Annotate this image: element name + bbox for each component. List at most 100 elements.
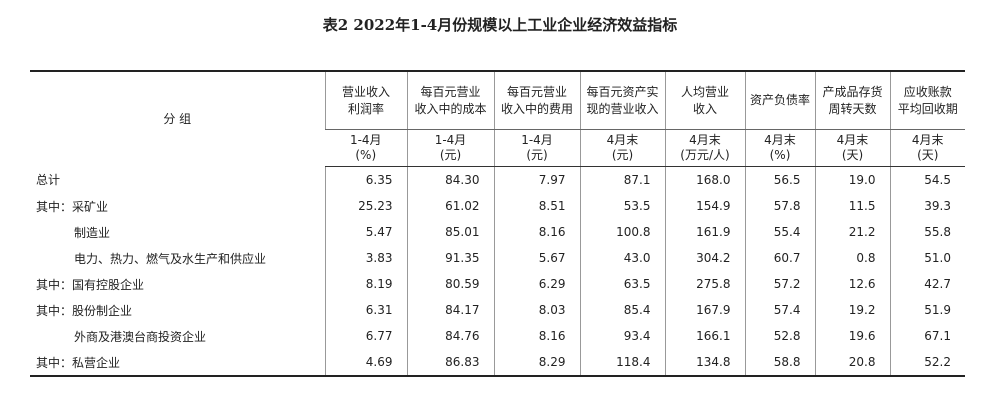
- unit-line: (%): [355, 148, 377, 162]
- unit-line: 1-4月: [434, 133, 467, 147]
- cell-value: 85.4: [579, 297, 665, 323]
- cell-value: 52.8: [744, 323, 815, 349]
- cell-value: 55.8: [889, 219, 965, 245]
- cell-value: 8.29: [493, 349, 580, 376]
- header-line: 收入: [692, 101, 717, 116]
- unit-line: (元): [439, 148, 462, 162]
- cell-value: 80.59: [406, 271, 494, 297]
- cell-value: 7.97: [493, 166, 580, 193]
- column-header: 产成品存货 周转天数: [814, 71, 890, 130]
- column-header: 每百元资产实 现的营业收入: [579, 71, 665, 130]
- table-title: 表2 2022年1-4月份规模以上工业企业经济效益指标: [322, 16, 678, 34]
- unit-line: 4月末: [764, 133, 796, 147]
- cell-value: 54.5: [889, 166, 965, 193]
- cell-value: 12.6: [814, 271, 890, 297]
- group-header: 分 组: [163, 111, 192, 126]
- header-line: 平均回收期: [897, 101, 958, 116]
- cell-value: 6.77: [324, 323, 407, 349]
- column-header: 营业收入 利润率: [324, 71, 407, 130]
- column-unit: 4月末 (天): [889, 129, 965, 167]
- cell-value: 91.35: [406, 245, 494, 271]
- cell-value: 5.47: [324, 219, 407, 245]
- header-line: 每百元资产实: [586, 84, 659, 99]
- header-line: 周转天数: [828, 101, 877, 116]
- cell-value: 11.5: [814, 193, 890, 219]
- header-line: 产成品存货: [822, 84, 883, 99]
- row-label: 其中：股份制企业: [36, 303, 133, 318]
- cell-value: 93.4: [579, 323, 665, 349]
- unit-line: 4月末: [836, 133, 869, 147]
- column-unit: 1-4月 (%): [325, 129, 407, 167]
- table-row: 其中：采矿业 25.23 61.02 8.51 53.5 154.9 57.8 11.5 39.…: [30, 193, 965, 219]
- cell-value: 57.8: [744, 193, 815, 219]
- column-header: 每百元营业 收入中的费用: [493, 71, 580, 130]
- cell-value: 0.8: [814, 245, 890, 271]
- column-unit: 4月末 (元): [579, 129, 665, 167]
- cell-value: 6.31: [324, 297, 407, 323]
- cell-value: 3.83: [324, 245, 407, 271]
- cell-value: 161.9: [664, 219, 745, 245]
- header-line: 人均营业: [680, 84, 729, 99]
- cell-value: 21.2: [814, 219, 890, 245]
- data-table: 分 组营业收入 利润率 每百元营业 收入中的成本 每百元营业 收入中的费用 每百元资产实 现的…: [30, 70, 965, 377]
- header-line: 每百元营业: [420, 84, 481, 99]
- header-line: 收入中的费用: [500, 101, 573, 116]
- header-line: 现的营业收入: [586, 101, 659, 116]
- unit-line: 4月末: [606, 133, 639, 147]
- cell-value: 275.8: [664, 271, 745, 297]
- cell-value: 19.2: [814, 297, 890, 323]
- row-label: 外商及港澳台商投资企业: [74, 329, 207, 344]
- cell-value: 58.8: [744, 349, 815, 376]
- cell-value: 166.1: [664, 323, 745, 349]
- cell-value: 84.17: [406, 297, 494, 323]
- cell-value: 51.0: [889, 245, 965, 271]
- cell-value: 42.7: [889, 271, 965, 297]
- cell-value: 86.83: [406, 349, 494, 376]
- cell-value: 43.0: [579, 245, 665, 271]
- header-line: 营业收入: [341, 84, 390, 99]
- cell-value: 8.16: [493, 219, 580, 245]
- unit-line: (元): [526, 148, 548, 162]
- table-row: 其中：股份制企业 6.31 84.17 8.03 85.4 167.9 57.4 19.2 51…: [30, 297, 965, 323]
- column-header: 资产负债率: [744, 71, 815, 130]
- unit-line: 1-4月: [349, 133, 382, 147]
- cell-value: 4.69: [324, 349, 407, 376]
- cell-value: 52.2: [889, 349, 965, 376]
- column-header: 应收账款 平均回收期: [889, 71, 965, 130]
- header-line: 利润率: [347, 101, 384, 116]
- cell-value: 63.5: [579, 271, 665, 297]
- cell-value: 87.1: [579, 166, 665, 193]
- cell-value: 8.03: [493, 297, 580, 323]
- cell-value: 6.29: [493, 271, 580, 297]
- table-row: 其中：私营企业 4.69 86.83 8.29 118.4 134.8 58.8 20.8 52…: [30, 349, 965, 376]
- row-label: 其中：私营企业: [36, 355, 121, 370]
- cell-value: 168.0: [664, 166, 745, 193]
- row-label: 其中：采矿业: [36, 199, 109, 214]
- column-header: 每百元营业收入中的成本: [406, 71, 494, 130]
- header-line: 资产负债率: [749, 93, 810, 107]
- row-label: 其中：国有控股企业: [36, 277, 145, 292]
- cell-value: 51.9: [889, 297, 965, 323]
- cell-value: 304.2: [664, 245, 745, 271]
- cell-value: 5.67: [493, 245, 580, 271]
- cell-value: 100.8: [579, 219, 665, 245]
- unit-line: (天): [841, 148, 864, 162]
- row-label: 电力、热力、燃气及水生产和供应业: [74, 251, 267, 266]
- row-label: 制造业: [74, 225, 111, 240]
- cell-value: 19.6: [814, 323, 890, 349]
- cell-value: 8.19: [324, 271, 407, 297]
- cell-value: 61.02: [406, 193, 494, 219]
- unit-line: (万元/人): [680, 148, 730, 162]
- table-row: 外商及港澳台商投资企业 6.77 84.76 8.16 93.4 166.1 52.8 19.…: [30, 323, 965, 349]
- header-line: 收入中的成本: [414, 101, 487, 116]
- unit-line: (%): [769, 148, 791, 162]
- cell-value: 57.4: [744, 297, 815, 323]
- cell-value: 8.51: [493, 193, 580, 219]
- table-row: 总计 6.35 84.30 7.97 87.1 168.0 56.5 19.0 54.5: [30, 166, 965, 193]
- cell-value: 19.0: [814, 166, 890, 193]
- cell-value: 6.35: [324, 166, 407, 193]
- cell-value: 56.5: [744, 166, 815, 193]
- cell-value: 67.1: [889, 323, 965, 349]
- cell-value: 39.3: [889, 193, 965, 219]
